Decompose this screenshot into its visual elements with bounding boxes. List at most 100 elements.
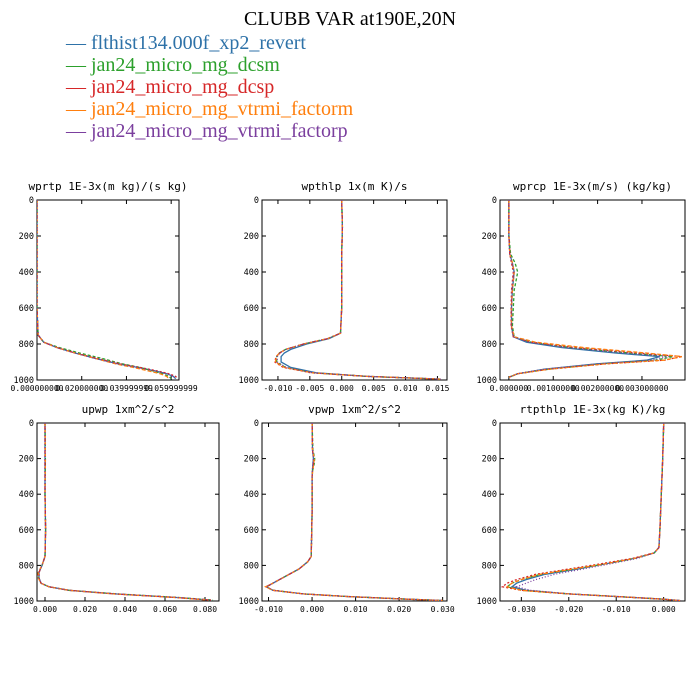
y-tick-label: 1000 <box>239 376 259 386</box>
y-tick-label: 0 <box>492 196 497 206</box>
series-line-5 <box>265 423 443 601</box>
x-tick-label: 0.000 <box>330 384 354 393</box>
chart-title: vpwp 1xm^2/s^2 <box>308 403 401 416</box>
y-tick-label: 1000 <box>239 597 259 607</box>
chart-panel-5: vpwp 1xm^2/s^2 0 200 400 600 800 1000-0.010 0.0… <box>239 403 455 614</box>
plot-frame <box>261 422 448 602</box>
plot-frame <box>499 422 686 602</box>
x-tick-label: 0.000000 <box>490 384 529 393</box>
y-tick-label: 200 <box>482 455 497 465</box>
y-tick-label: 0 <box>29 419 34 429</box>
series-line-1 <box>510 423 681 601</box>
series-line-3 <box>265 423 443 601</box>
y-tick-label: 1000 <box>477 376 497 386</box>
legend-item: — jan24_micro_mg_vtrmi_factorm <box>66 98 354 120</box>
y-tick-label: 0 <box>254 196 259 206</box>
x-tick-label: 0.080 <box>193 605 217 614</box>
series-line-4 <box>37 200 170 380</box>
x-tick-label: 0.003000000 <box>615 384 668 393</box>
chart-title: wprtp 1E-3x(m kg)/(s kg) <box>29 180 188 193</box>
y-tick-label: 200 <box>19 232 34 242</box>
chart-title: rtpthlp 1E-3x(kg K)/kg <box>520 403 666 416</box>
x-tick-label: 0.010 <box>344 605 368 614</box>
x-tick-label: 0.002000000 <box>571 384 624 393</box>
series-line-4 <box>505 423 681 601</box>
chart-panel-6: rtpthlp 1E-3x(kg K)/kg 0 200 400 600 800 1000 -… <box>477 403 686 614</box>
legend-item: — flthist134.000f_xp2_revert <box>66 32 306 54</box>
y-tick-label: 400 <box>19 268 34 278</box>
series-line-3 <box>37 200 179 380</box>
x-tick-label: 0.000 <box>652 605 676 614</box>
y-tick-label: 600 <box>19 526 34 536</box>
series-line-5 <box>514 423 681 601</box>
y-tick-label: 200 <box>482 232 497 242</box>
series-line-1 <box>265 423 443 601</box>
x-tick-label: 0.059999999 <box>145 384 198 393</box>
x-tick-label: 0.020 <box>73 605 97 614</box>
x-tick-label: 0.015 <box>425 384 449 393</box>
legend-item: — jan24_micro_mg_vtrmi_factorp <box>66 120 348 142</box>
series-line-3 <box>508 200 683 378</box>
series-line-1 <box>37 200 177 380</box>
series-line-2 <box>265 423 443 601</box>
y-tick-label: 0 <box>254 419 259 429</box>
x-tick-label: 0.010 <box>393 384 417 393</box>
x-tick-label: 0.000 <box>300 605 324 614</box>
y-tick-label: 0 <box>492 419 497 429</box>
y-tick-label: 600 <box>19 304 34 314</box>
x-tick-label: 0.005 <box>362 384 386 393</box>
x-tick-label: -0.030 <box>507 605 536 614</box>
legend-item: — jan24_micro_mg_dcsm <box>66 54 280 76</box>
x-tick-label: 0.040 <box>113 605 137 614</box>
chart-title: upwp 1xm^2/s^2 <box>82 403 175 416</box>
y-tick-label: 600 <box>482 304 497 314</box>
plot-frame <box>36 422 220 602</box>
x-tick-label: 0.039999999 <box>100 384 153 393</box>
y-tick-label: 800 <box>482 561 497 571</box>
chart-panel-4: upwp 1xm^2/s^2 0 200 400 600 800 10000.000 0.02… <box>14 403 220 614</box>
series-line-4 <box>263 423 443 601</box>
y-tick-label: 400 <box>244 268 259 278</box>
plot-frame <box>499 199 686 381</box>
y-tick-label: 800 <box>19 340 34 350</box>
y-tick-label: 400 <box>244 490 259 500</box>
y-tick-label: 600 <box>244 526 259 536</box>
y-tick-label: 200 <box>244 232 259 242</box>
legend: — flthist134.000f_xp2_revert — jan24_micr… <box>66 32 353 142</box>
series-line-2 <box>276 200 441 380</box>
y-tick-label: 0 <box>29 196 34 206</box>
x-tick-label: 0.020000000 <box>55 384 108 393</box>
y-tick-label: 800 <box>244 340 259 350</box>
y-tick-label: 600 <box>244 304 259 314</box>
legend-item: — jan24_micro_mg_dcsp <box>66 76 275 98</box>
plot-frame <box>36 199 180 381</box>
chart-panel-2: wpthlp 1x(m K)/s 0 200 400 600 800 1000 -0.010-… <box>239 180 450 393</box>
y-tick-label: 800 <box>244 561 259 571</box>
y-tick-label: 800 <box>482 340 497 350</box>
x-tick-label: -0.020 <box>554 605 583 614</box>
series-line-1 <box>508 200 660 378</box>
y-tick-label: 1000 <box>477 597 497 607</box>
chart-panel-1: wprtp 1E-3x(m kg)/(s kg) 0 200 400 600 800 100… <box>11 180 198 393</box>
series-line-2 <box>37 423 214 601</box>
plot-frame <box>261 199 448 381</box>
y-tick-label: 600 <box>482 526 497 536</box>
x-tick-label: -0.010 <box>263 384 292 393</box>
series-line-5 <box>276 200 441 380</box>
y-tick-label: 200 <box>244 455 259 465</box>
x-tick-label: 0.030 <box>431 605 455 614</box>
series-line-5 <box>38 423 212 601</box>
series-line-5 <box>508 200 669 378</box>
y-tick-label: 800 <box>19 561 34 571</box>
y-tick-label: 400 <box>482 268 497 278</box>
series-line-3 <box>274 200 441 380</box>
x-tick-label: 0.001000000 <box>527 384 580 393</box>
x-tick-label: 0.000 <box>33 605 57 614</box>
x-tick-label: -0.010 <box>254 605 283 614</box>
y-tick-label: 1000 <box>14 376 34 386</box>
y-tick-label: 400 <box>482 490 497 500</box>
series-line-1 <box>38 423 212 601</box>
y-tick-label: 1000 <box>14 597 34 607</box>
series-line-2 <box>37 200 172 380</box>
